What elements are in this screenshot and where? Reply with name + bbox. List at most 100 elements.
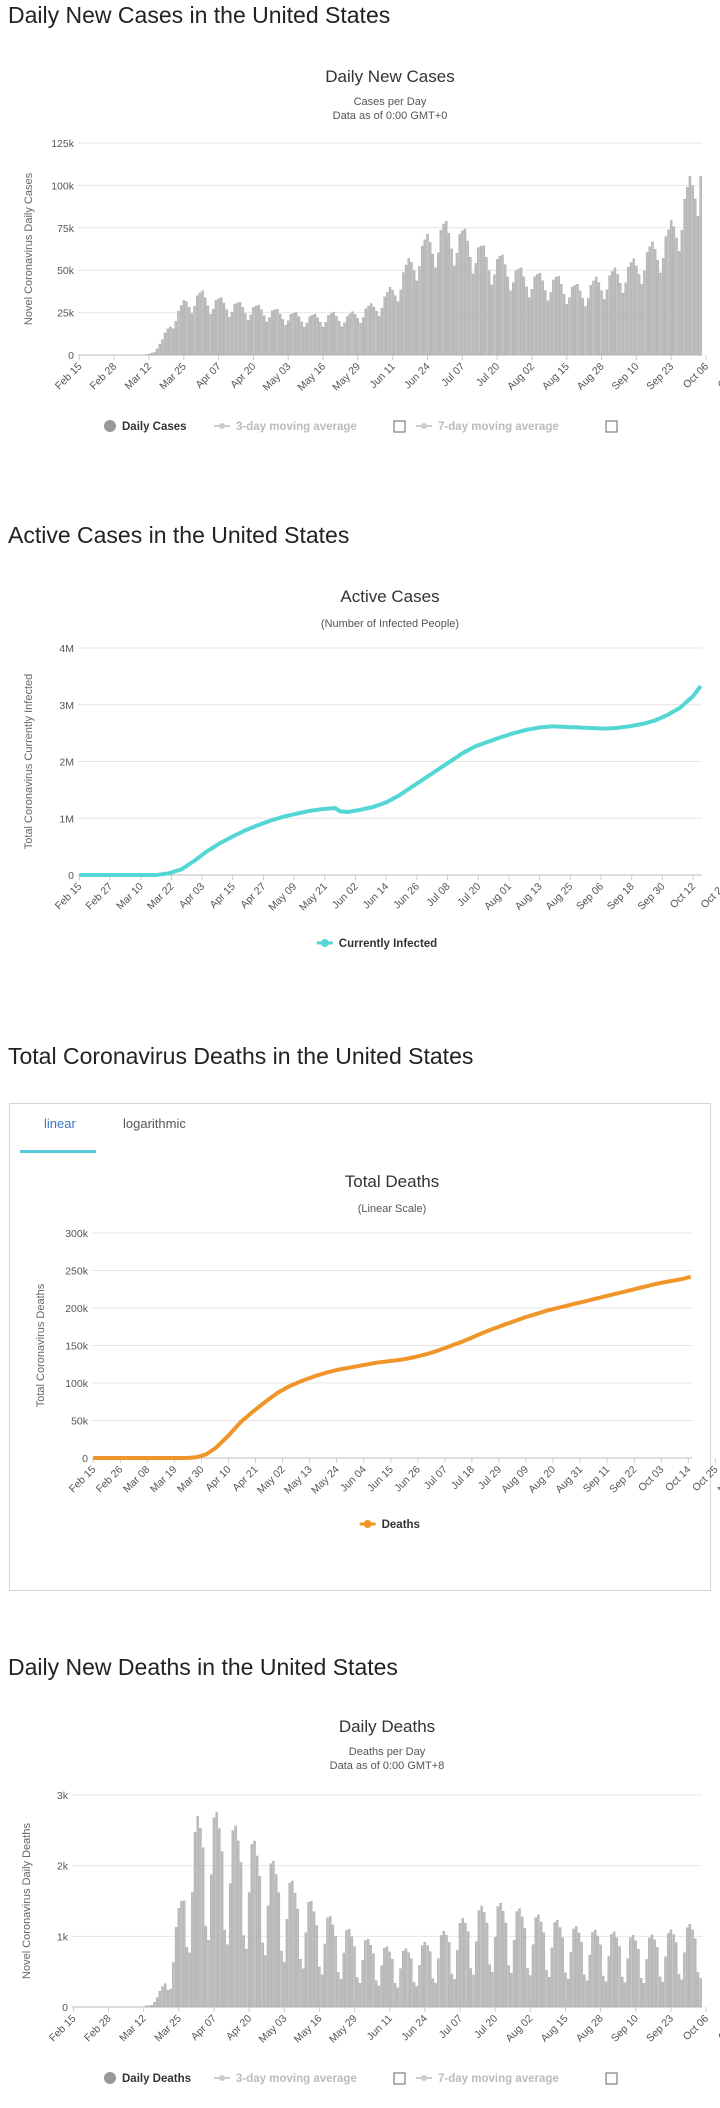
bar	[669, 1929, 673, 2008]
bar	[576, 283, 579, 356]
bar	[525, 286, 528, 356]
x-tick-label: May 21	[297, 881, 330, 914]
bar	[396, 301, 400, 356]
bar	[619, 283, 622, 356]
bar	[174, 321, 177, 356]
bar	[262, 315, 266, 356]
bar	[520, 1916, 524, 2008]
y-axis-label: Novel Coronavirus Daily Cases	[23, 172, 35, 325]
bar	[477, 247, 480, 356]
x-tick-label: Jul 07	[422, 1464, 450, 1492]
daily-cases-chart: Daily New Cases Cases per Day Data as of 0…	[23, 67, 720, 433]
tab-logarithmic[interactable]: logarithmic	[123, 1116, 186, 1131]
bar	[450, 1973, 454, 2008]
bar	[279, 313, 282, 356]
bar	[552, 279, 555, 356]
bar	[471, 273, 475, 356]
bar	[503, 264, 507, 356]
x-tick-label: Jun 04	[338, 1464, 369, 1495]
x-tick-label: Jun 02	[330, 881, 361, 912]
bar	[375, 310, 378, 356]
y-tick-label: 25k	[57, 308, 75, 320]
bar	[185, 1947, 189, 2008]
bar	[664, 1956, 667, 2008]
bar	[526, 1967, 529, 2008]
bar	[584, 306, 587, 356]
bar	[677, 1974, 681, 2008]
x-tick-label: Oct 19	[716, 2013, 720, 2043]
bar	[595, 276, 598, 356]
bar	[661, 1981, 664, 2008]
bar	[228, 1883, 232, 2008]
x-tick-label: Aug 20	[526, 1464, 558, 1496]
chart-subtitle: Data as of 0:00 GMT+0	[333, 110, 448, 122]
bar	[218, 1828, 221, 2008]
bar	[553, 1922, 556, 2008]
bar	[166, 1990, 170, 2008]
x-tick-label: Jun 26	[392, 1464, 423, 1495]
chart-title: Total Deaths	[345, 1172, 440, 1191]
bar	[420, 1945, 424, 2008]
bar	[566, 1979, 570, 2008]
bar	[272, 1860, 275, 2008]
bar	[445, 1934, 448, 2008]
bar	[514, 270, 518, 356]
bar	[187, 307, 191, 356]
bar	[578, 290, 582, 356]
bar	[656, 1947, 659, 2008]
bar	[277, 1892, 281, 2008]
bar	[347, 1929, 351, 2008]
bar	[377, 1985, 381, 2008]
bar	[600, 290, 603, 356]
bar	[437, 252, 440, 356]
bar	[604, 1981, 608, 2008]
bar	[191, 1892, 194, 2008]
bar	[334, 1936, 337, 2008]
chart-subtitle: Data as of 0:00 GMT+8	[330, 1760, 445, 1772]
bar	[672, 226, 676, 356]
series-line	[79, 684, 703, 877]
bar	[420, 246, 424, 356]
tab-linear[interactable]: linear	[44, 1116, 76, 1131]
total-deaths-chart: Total Deaths (Linear Scale) 0 50k 100k 150k 20…	[35, 1172, 720, 1531]
x-tick-label: Jul 08	[424, 881, 452, 909]
bar	[369, 1945, 372, 2008]
bar	[356, 1977, 359, 2008]
bar	[577, 1932, 581, 2008]
bar	[608, 275, 611, 356]
bar	[183, 1900, 186, 2008]
bar	[691, 185, 694, 356]
bar	[283, 1962, 286, 2008]
y-tick-label: 300k	[65, 1228, 89, 1240]
x-tick-label: Oct 06	[681, 361, 711, 391]
x-tick-label: Sep 22	[607, 1464, 639, 1496]
legend-marker	[421, 423, 427, 429]
chart-title: Active Cases	[340, 587, 439, 606]
bar	[510, 1973, 513, 2008]
bar	[477, 1910, 481, 2008]
x-tick-label: Jun 26	[391, 881, 422, 912]
bar	[691, 1929, 694, 2008]
bar	[265, 321, 269, 356]
bar	[522, 276, 526, 356]
y-tick-label: 200k	[65, 1303, 89, 1315]
x-tick-label: May 03	[257, 2013, 290, 2046]
bar	[447, 1942, 451, 2008]
x-tick-label: Aug 28	[575, 361, 607, 393]
bar	[645, 1959, 648, 2008]
bar	[583, 1974, 586, 2008]
legend-marker	[104, 420, 116, 432]
bar	[274, 1874, 278, 2008]
bar	[177, 310, 180, 356]
x-tick-label: Feb 15	[67, 1464, 99, 1496]
bar	[207, 1940, 210, 2008]
y-tick-label: 3k	[57, 1790, 69, 1802]
y-axis-label: Total Coronavirus Currently Infected	[23, 674, 35, 849]
bar	[222, 302, 226, 356]
x-tick-label: Jun 11	[365, 2013, 395, 2043]
bar	[201, 290, 204, 356]
x-tick-label: Oct 24	[698, 881, 720, 911]
y-tick-label: 0	[68, 870, 74, 882]
bar	[193, 306, 196, 356]
y-tick-label: 2k	[57, 1861, 69, 1873]
